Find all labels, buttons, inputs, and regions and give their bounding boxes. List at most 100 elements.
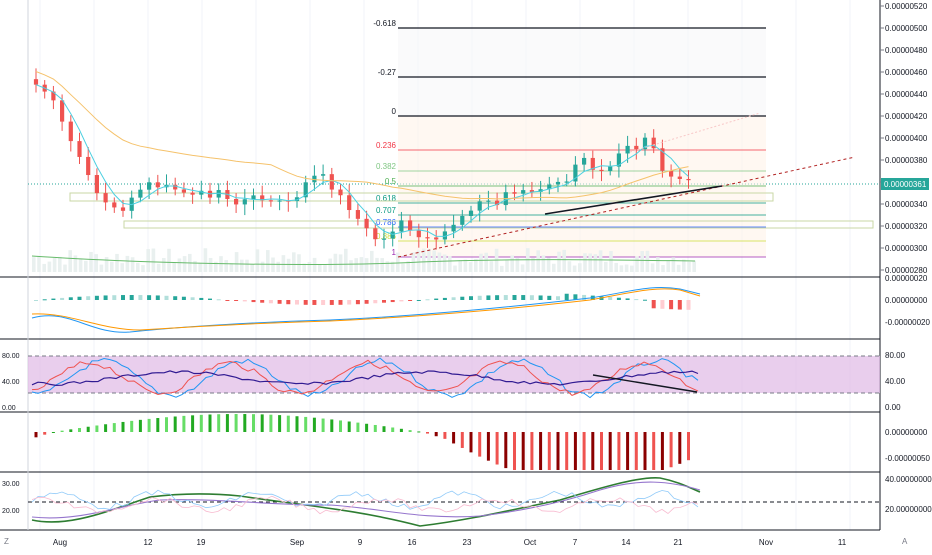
volume-bar	[130, 257, 135, 272]
volume-bar	[640, 251, 644, 272]
candle-body	[60, 100, 65, 122]
volume-bar	[354, 258, 358, 272]
macd-histogram-bar	[556, 296, 560, 300]
volume-bar	[624, 264, 629, 272]
macd-histogram-bar	[277, 300, 282, 304]
volume-bar	[541, 255, 546, 272]
volume-bar	[505, 259, 509, 272]
candle-body	[355, 210, 360, 219]
time-axis-label: 21	[674, 538, 683, 547]
macd-histogram-bar	[634, 299, 639, 301]
fib-level-label: 0.886	[376, 232, 397, 241]
auto-scale-button[interactable]: A	[902, 537, 908, 546]
fib-level-label: 0.236	[376, 141, 397, 150]
volume-bar	[198, 262, 202, 272]
macd-histogram-bar	[234, 300, 239, 301]
volume-bar	[208, 257, 213, 272]
momentum-bar	[156, 418, 160, 432]
rsi-axis-label: 0.00	[885, 403, 901, 412]
volume-bar	[120, 263, 124, 272]
volume-bar	[489, 261, 494, 272]
candle-body	[547, 184, 552, 190]
momentum-bar	[469, 432, 473, 453]
momentum-bar	[399, 428, 403, 432]
momentum-bar	[312, 417, 316, 432]
volume-bar	[572, 265, 577, 272]
volume-bar	[650, 263, 655, 272]
plus-di-line	[31, 489, 699, 510]
momentum-bar	[669, 432, 673, 468]
momentum-bar	[286, 415, 290, 432]
candle-body	[260, 195, 265, 201]
momentum-bar	[182, 415, 186, 432]
momentum-bar	[486, 432, 490, 461]
volume-bar	[682, 259, 686, 272]
candle-body	[120, 207, 126, 211]
momentum-bar	[243, 414, 247, 432]
candle-body	[634, 145, 639, 150]
candle-body	[564, 181, 569, 183]
candle-body	[94, 175, 99, 194]
support-zone-lower	[123, 220, 874, 229]
volume-bar	[167, 248, 171, 272]
candle-body	[669, 170, 674, 177]
volume-bar	[234, 252, 239, 272]
momentum-bar	[652, 432, 656, 470]
candle-body	[234, 198, 239, 205]
trendline-support	[544, 185, 723, 215]
dmi-left-label: 30.00	[2, 481, 20, 488]
momentum-bar	[165, 417, 168, 432]
macd-histogram-bar	[190, 297, 195, 300]
candle-body	[294, 197, 300, 201]
candle-body	[599, 169, 604, 172]
macd-histogram-bar	[251, 300, 256, 303]
timezone-label[interactable]: Z	[4, 537, 9, 546]
volume-bar	[479, 253, 483, 272]
volume-bar	[73, 255, 78, 272]
macd-histogram-bar	[521, 295, 526, 300]
momentum-bar	[234, 414, 238, 432]
volume-bar	[448, 256, 452, 272]
volume-bar	[42, 263, 46, 272]
macd-histogram-bar	[460, 296, 465, 300]
momentum-bar	[556, 432, 560, 470]
fib-level-label: 0.5	[385, 177, 397, 186]
candle-body	[364, 218, 369, 229]
volume-bar	[286, 258, 291, 272]
adx-line	[31, 476, 701, 527]
momentum-bar	[600, 432, 603, 470]
macd-histogram-bar	[495, 295, 500, 300]
volume-bar	[276, 261, 280, 272]
time-axis-label: Oct	[524, 538, 537, 547]
momentum-bar	[417, 431, 421, 433]
volume-bar	[484, 252, 488, 272]
macd-histogram-bar	[660, 300, 665, 309]
macd-histogram-bar	[286, 300, 291, 305]
macd-histogram-bar	[216, 299, 221, 301]
candle-body	[242, 199, 247, 205]
volume-bar	[172, 262, 176, 272]
macd-histogram-bar	[651, 300, 656, 309]
momentum-bar	[382, 426, 386, 432]
volume-bar	[333, 253, 338, 272]
volume-bar	[661, 265, 665, 272]
volume-bar	[193, 260, 197, 272]
time-axis-label: 14	[622, 538, 631, 547]
candle-body	[173, 184, 178, 190]
volume-bar	[687, 261, 691, 272]
momentum-bar	[130, 420, 134, 432]
fib-level-label: 0.707	[376, 206, 397, 215]
volume-bar	[619, 265, 624, 272]
macd-histogram-bar	[303, 300, 308, 305]
hist-axis-label: -0.00000050	[885, 454, 930, 463]
momentum-bar	[565, 432, 569, 470]
price-axis-label: 0.00000480	[885, 46, 928, 55]
macd-histogram-bar	[225, 300, 230, 301]
macd-histogram-bar	[625, 298, 630, 300]
candle-body	[425, 237, 430, 239]
momentum-bar	[452, 432, 456, 444]
momentum-bar	[678, 432, 682, 464]
macd-histogram-bar	[347, 300, 352, 305]
time-axis-label: Nov	[759, 538, 773, 547]
